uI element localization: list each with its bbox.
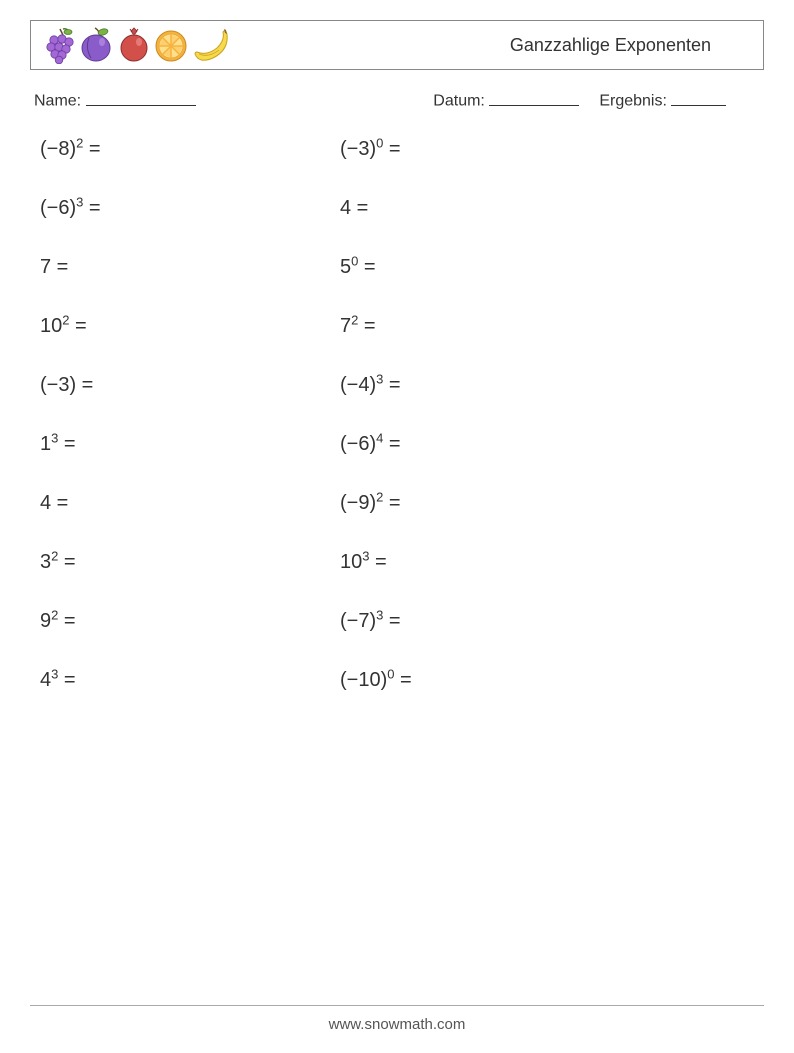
problem: (−8)2 = [40,139,340,163]
problem: (−7)3 = [340,611,640,635]
problem-column-1: (−8)2 = (−6)3 = 7 = 102 = (−3) = 13 = 4 = 32 = 9… [40,139,340,694]
worksheet-title: Ganzzahlige Exponenten [510,35,751,56]
problem: 50 = [340,257,640,281]
footer: www.snowmath.com [30,1005,764,1033]
problem: (−4)3 = [340,375,640,399]
result-label: Ergebnis: [599,93,667,110]
banana-icon [191,26,231,64]
problem: 4 = [40,493,340,517]
problem-column-2: (−3)0 = 4 = 50 = 72 = (−4)3 = (−6)4 = (−9)2 = 1… [340,139,640,694]
date-blank [489,88,579,106]
meta-row: Name: Datum: Ergebnis: [30,88,764,111]
problems-grid: (−8)2 = (−6)3 = 7 = 102 = (−3) = 13 = 4 = 32 = 9… [30,139,764,694]
result-blank [671,88,726,106]
problem: (−6)4 = [340,434,640,458]
problem: 7 = [40,257,340,281]
plum-icon [79,26,115,64]
header-box: Ganzzahlige Exponenten [30,20,764,70]
problem: (−3) = [40,375,340,399]
name-label: Name: [34,93,81,110]
orange-slice-icon [153,26,189,64]
problem: (−10)0 = [340,670,640,694]
problem: 4 = [340,198,640,222]
problem: 102 = [40,316,340,340]
problem: 32 = [40,552,340,576]
problem: 103 = [340,552,640,576]
problem: 92 = [40,611,340,635]
footer-url: www.snowmath.com [329,1016,466,1033]
name-blank [86,88,196,106]
fruit-icons [43,26,231,64]
grapes-icon [43,26,77,64]
problem: 13 = [40,434,340,458]
problem: 43 = [40,670,340,694]
problem: (−3)0 = [340,139,640,163]
pomegranate-icon [117,26,151,64]
problem: 72 = [340,316,640,340]
problem: (−6)3 = [40,198,340,222]
date-label: Datum: [433,93,485,110]
problem: (−9)2 = [340,493,640,517]
